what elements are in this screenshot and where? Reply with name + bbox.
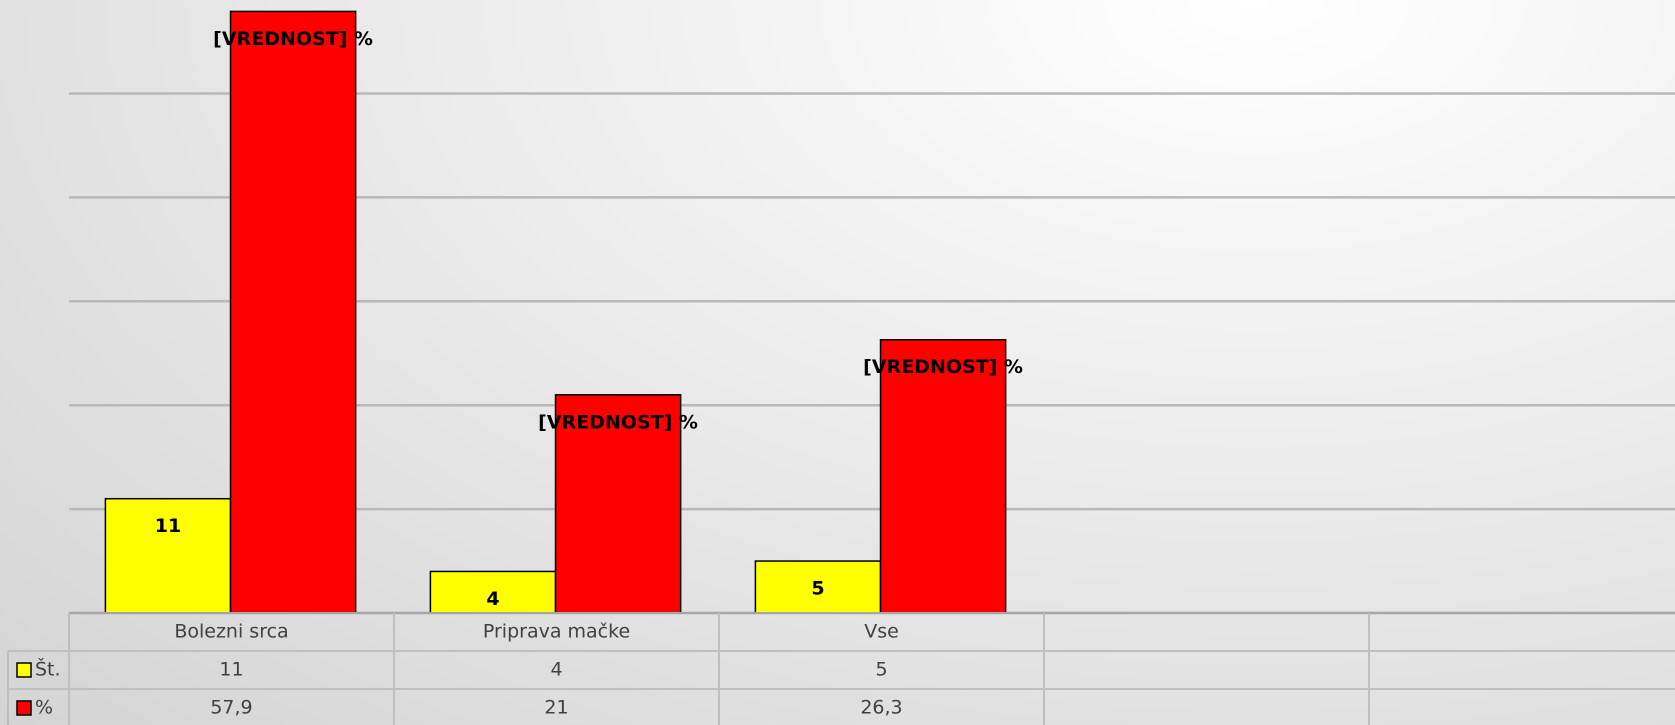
- table-cell: 5: [875, 659, 887, 681]
- data-label: [VREDNOST] %: [538, 411, 698, 433]
- legend-label: Št.: [35, 657, 61, 681]
- table-cell: 11: [219, 659, 243, 681]
- legend-swatch: [16, 700, 32, 716]
- table-cell: 26,3: [860, 697, 902, 719]
- legend-label: %: [35, 697, 53, 719]
- bar: [879, 338, 1007, 614]
- table-cell: 4: [550, 659, 562, 681]
- x-tick-label: Priprava mačke: [483, 621, 630, 643]
- x-tick-label: Bolezni srca: [174, 621, 288, 643]
- data-label: [VREDNOST] %: [863, 356, 1023, 378]
- data-label: 5: [811, 578, 824, 600]
- bar: [554, 394, 682, 614]
- bar: [229, 10, 357, 614]
- data-label: 4: [486, 588, 499, 610]
- table-cell: 57,9: [210, 697, 252, 719]
- x-tick-label: Vse: [864, 621, 899, 643]
- data-label: [VREDNOST] %: [213, 28, 373, 50]
- table-cell: 21: [544, 697, 568, 719]
- data-label: 11: [155, 515, 181, 537]
- legend-swatch: [16, 662, 32, 678]
